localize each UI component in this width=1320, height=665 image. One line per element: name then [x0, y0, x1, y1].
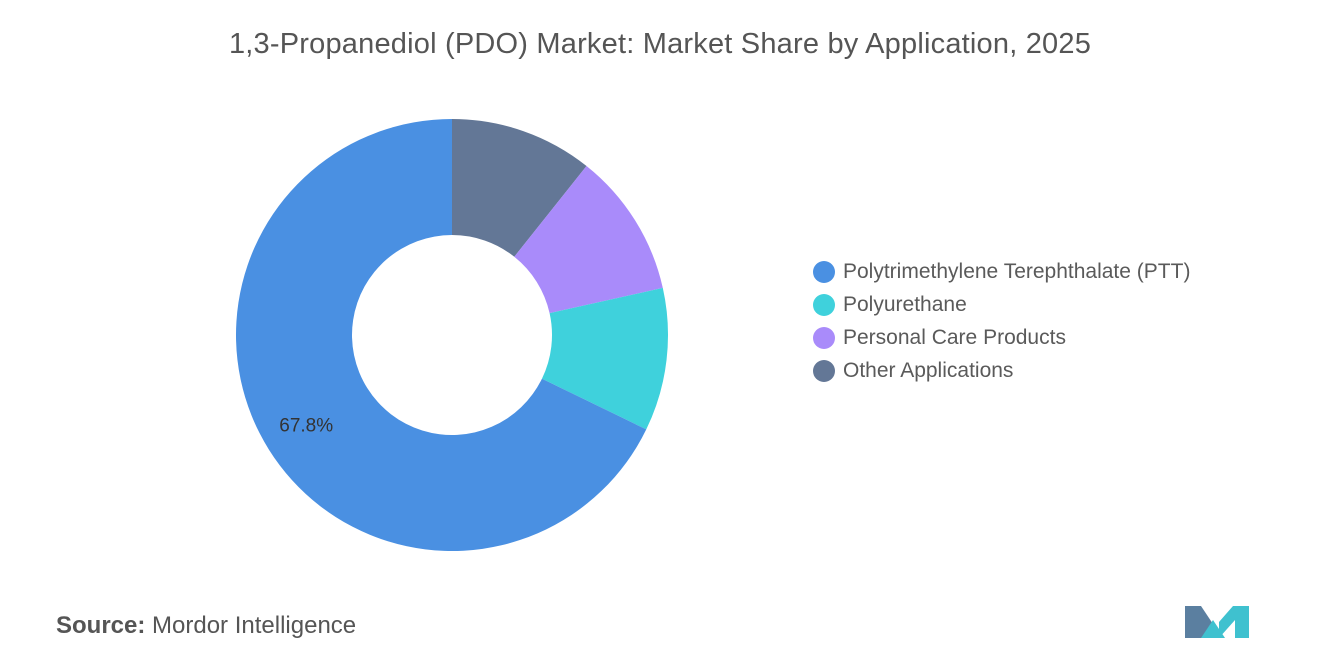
legend-item-polytrimethylene-terephthalate-ptt: Polytrimethylene Terephthalate (PTT) [813, 255, 1190, 288]
source-label: Source: [56, 612, 146, 639]
logo-right-shape [1219, 606, 1249, 638]
mordor-intelligence-logo [1185, 606, 1249, 638]
legend-swatch [813, 260, 835, 283]
donut-slices [236, 119, 668, 551]
source-note: Source: Mordor Intelligence [56, 612, 356, 640]
legend-label: Personal Care Products [843, 325, 1066, 349]
legend-item-personal-care-products: Personal Care Products [813, 321, 1190, 354]
legend-item-other-applications: Other Applications [813, 354, 1190, 387]
legend-swatch [813, 359, 835, 382]
legend-label: Other Applications [843, 358, 1014, 382]
legend-label: Polytrimethylene Terephthalate (PTT) [843, 259, 1191, 283]
slice-personal-care-products [514, 166, 663, 314]
source-value: Mordor Intelligence [152, 612, 357, 639]
chart-legend: Polytrimethylene Terephthalate (PTT) Poly… [813, 255, 1190, 387]
slice-polyurethane [541, 287, 668, 430]
legend-item-polyurethane: Polyurethane [813, 288, 1190, 321]
legend-swatch [813, 326, 835, 349]
logo-left-shape [1185, 606, 1213, 638]
donut-data-labels: 67.8% [279, 415, 333, 436]
slice-polytrimethylene-terephthalate-ptt [236, 119, 647, 551]
legend-swatch [813, 293, 835, 316]
legend-label: Polyurethane [843, 292, 967, 316]
chart-title: 1,3-Propanediol (PDO) Market: Market Sha… [228, 28, 1092, 60]
slice-other-applications [452, 119, 587, 257]
data-label-polytrimethylene-terephthalate-ptt: 67.8% [279, 415, 333, 436]
